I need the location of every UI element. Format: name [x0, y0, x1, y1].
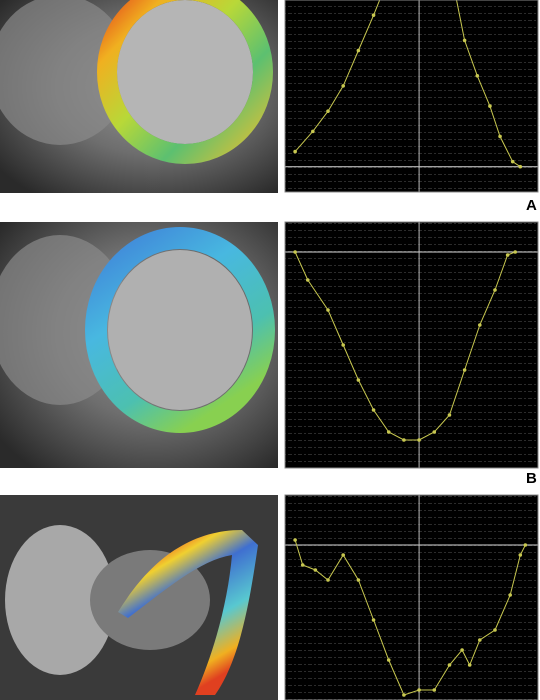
- data-point: [313, 568, 318, 572]
- data-point: [386, 658, 391, 662]
- mri-image-a: [0, 0, 278, 193]
- data-point: [447, 413, 452, 417]
- data-point: [417, 688, 421, 692]
- data-point: [371, 618, 376, 622]
- data-point: [293, 538, 297, 542]
- plot-grid: [285, 495, 538, 700]
- data-point: [402, 693, 406, 697]
- data-point: [432, 430, 437, 434]
- plot-frame: [284, 494, 539, 700]
- data-point: [447, 663, 452, 667]
- plot-grid: [285, 0, 538, 192]
- plot-frame: [284, 221, 539, 469]
- data-point: [326, 578, 330, 582]
- plot-area: [285, 222, 538, 468]
- data-point: [293, 149, 297, 154]
- mri-image-b: [0, 222, 278, 468]
- plot-frame: [284, 0, 539, 193]
- data-point: [460, 648, 464, 652]
- data-point: [341, 343, 345, 347]
- data-point: [467, 663, 472, 667]
- data-point: [478, 638, 482, 642]
- data-point: [311, 129, 315, 134]
- strain-chart: [284, 221, 539, 469]
- data-point: [356, 578, 361, 582]
- data-point: [293, 250, 297, 254]
- strain-curve: [294, 251, 516, 441]
- data-point: [326, 109, 330, 113]
- data-point: [356, 378, 361, 382]
- data-point: [341, 84, 345, 88]
- strain-chart: [284, 494, 539, 700]
- data-point: [508, 593, 512, 597]
- plot-grid: [285, 222, 538, 468]
- data-point: [417, 438, 421, 442]
- data-point: [402, 438, 406, 442]
- data-point: [356, 48, 361, 53]
- data-point: [505, 253, 510, 257]
- data-point: [305, 278, 310, 282]
- data-point: [488, 104, 492, 108]
- data-point: [371, 13, 376, 17]
- panel-label: B: [526, 470, 537, 487]
- strain-curve: [294, 0, 521, 168]
- charts: [284, 0, 539, 700]
- data-point: [386, 430, 391, 434]
- plot-area: [285, 0, 538, 192]
- data-point: [475, 73, 480, 78]
- data-point: [341, 553, 345, 557]
- data-point: [493, 288, 497, 292]
- data-point: [432, 688, 437, 692]
- panel-label: A: [526, 197, 537, 214]
- plot-area: [285, 495, 538, 700]
- data-point: [371, 408, 376, 412]
- data-point: [518, 164, 523, 169]
- data-point: [513, 250, 518, 254]
- data-point: [493, 628, 497, 632]
- data-point: [326, 308, 330, 312]
- data-point: [300, 563, 305, 567]
- data-point: [478, 323, 482, 327]
- data-point: [498, 134, 502, 139]
- data-point: [510, 159, 515, 164]
- strain-chart: [284, 0, 539, 193]
- data-point: [523, 543, 528, 547]
- mri-image-c: [0, 495, 278, 700]
- data-point: [462, 368, 467, 372]
- data-point: [462, 38, 467, 43]
- data-point: [518, 553, 523, 557]
